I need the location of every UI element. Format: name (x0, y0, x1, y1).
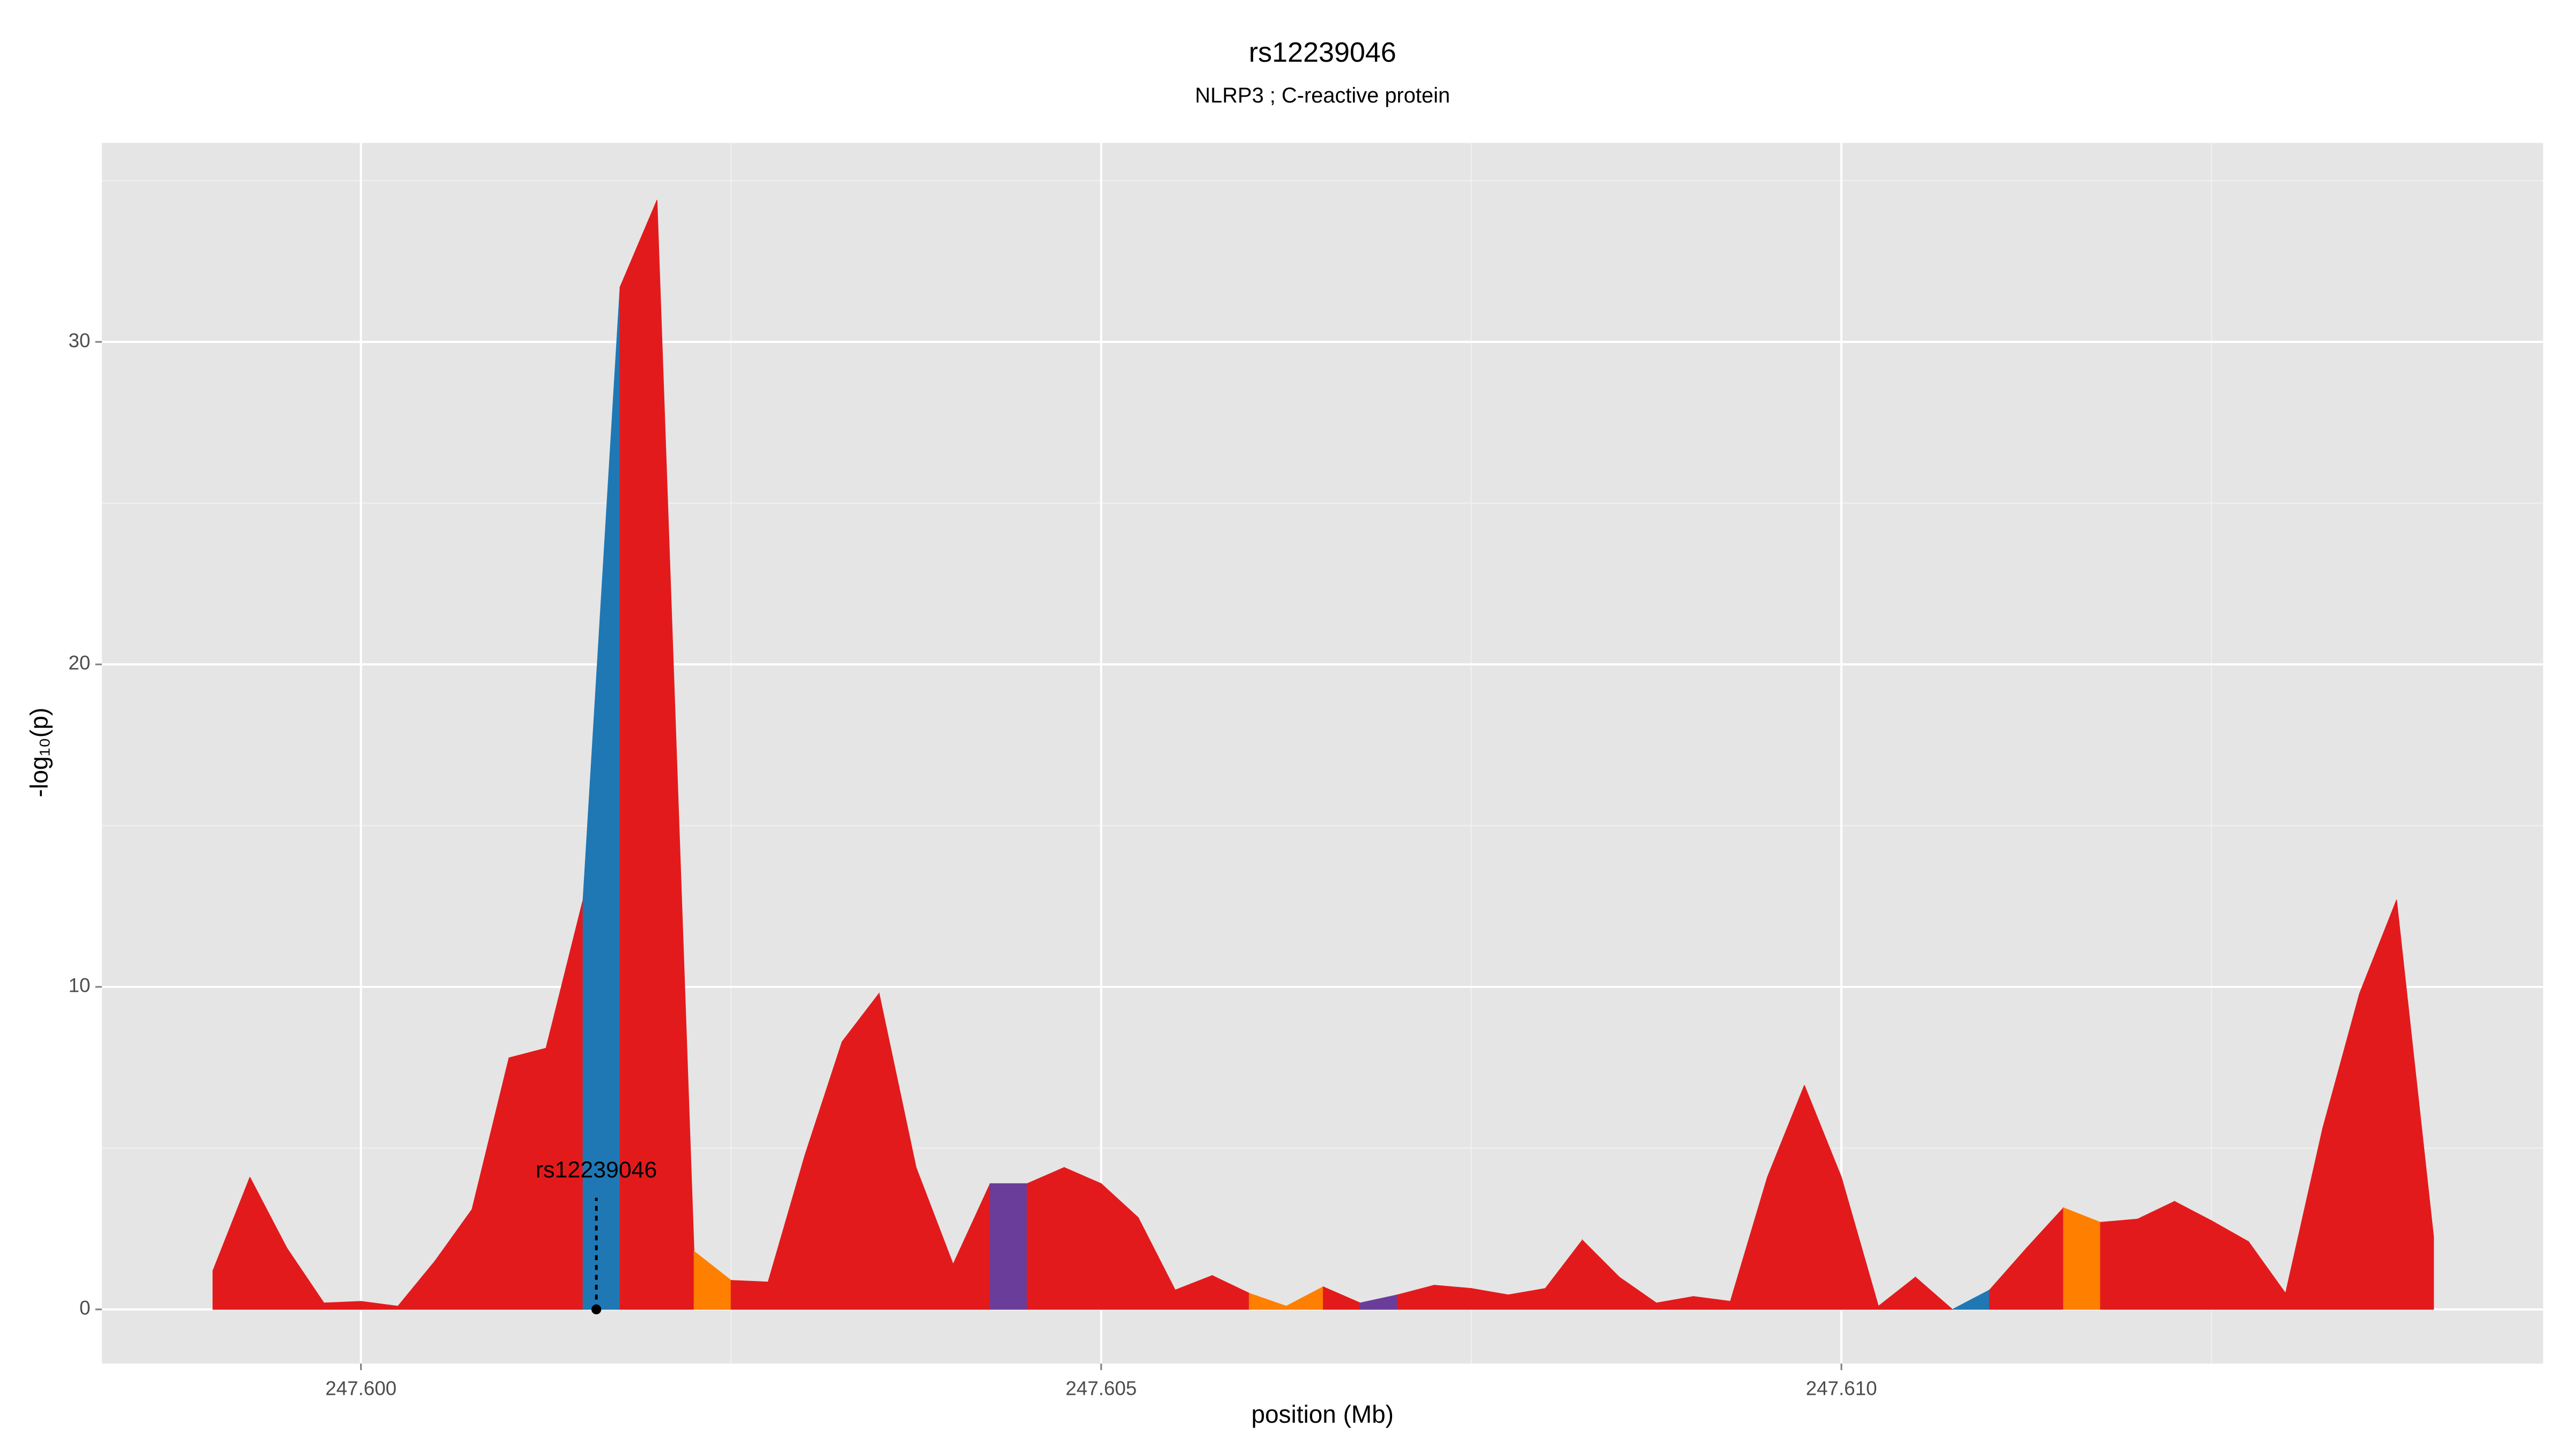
annotation-label: rs12239046 (536, 1157, 657, 1183)
area-segment (2063, 1207, 2101, 1310)
area-segment (841, 992, 880, 1310)
area-segment (990, 1183, 1028, 1310)
y-tick-label: 0 (79, 1297, 90, 1319)
area-segment (2137, 1201, 2175, 1310)
area-segment (619, 200, 657, 1310)
y-tick-label: 20 (69, 652, 91, 674)
area-segment (1433, 1285, 1472, 1310)
plot-background (101, 143, 2543, 1364)
area-segment (2100, 1218, 2138, 1310)
area-segment (1064, 1167, 1102, 1310)
chart-title: rs12239046 (1249, 37, 1396, 68)
area-segment (1915, 1276, 1953, 1310)
y-tick-label: 30 (69, 330, 91, 352)
y-axis-title: -log₁₀(p) (25, 707, 53, 797)
area-segment (730, 1280, 769, 1310)
area-segment (1027, 1167, 1065, 1310)
area-segment (2174, 1201, 2212, 1310)
y-tick-label: 10 (69, 975, 91, 997)
x-tick-label: 247.600 (325, 1377, 397, 1399)
area-segment (2396, 899, 2434, 1310)
area-segment (323, 1301, 362, 1310)
chart-subtitle: NLRP3 ; C-reactive protein (1195, 84, 1450, 107)
x-tick-label: 247.610 (1806, 1377, 1877, 1399)
x-tick-label: 247.605 (1066, 1377, 1137, 1399)
annotation-point (591, 1304, 602, 1315)
x-axis-title: position (Mb) (1252, 1400, 1394, 1428)
